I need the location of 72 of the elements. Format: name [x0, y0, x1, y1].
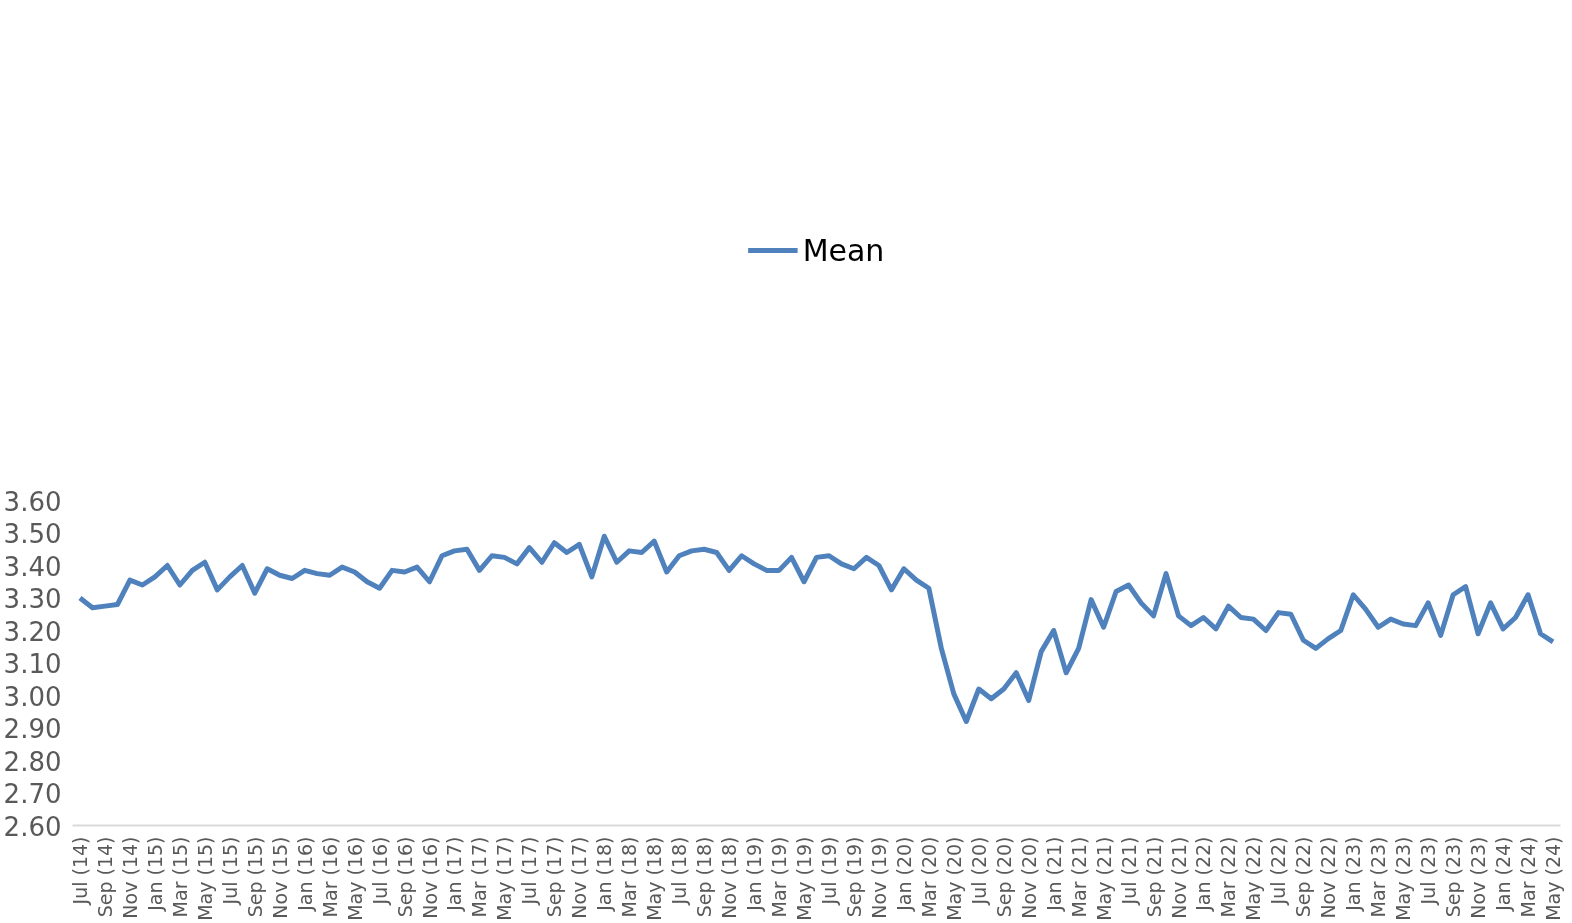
x-tick-label: Mar (19)	[768, 836, 791, 918]
y-tick-label: 2.60	[3, 811, 62, 842]
x-tick-label: Jul (21)	[1117, 836, 1140, 906]
legend-label: Mean	[802, 232, 885, 268]
x-tick-label: Jan (21)	[1042, 836, 1065, 912]
x-tick-label: Sep (16)	[393, 836, 416, 918]
x-tick-label: Jul (22)	[1267, 836, 1290, 906]
x-tick-label: Sep (14)	[93, 836, 116, 918]
x-tick-label: Jul (23)	[1417, 836, 1440, 906]
x-tick-label: Mar (16)	[318, 836, 341, 918]
x-tick-label: Jul (18)	[668, 836, 691, 906]
x-tick-label: Nov (20)	[1017, 836, 1040, 919]
x-tick-label: May (20)	[942, 836, 965, 921]
y-tick-label: 3.00	[3, 681, 62, 712]
x-tick-label: Jul (17)	[518, 836, 541, 906]
x-tick-label: Jul (19)	[817, 836, 840, 906]
x-tick-label: May (16)	[343, 836, 366, 921]
x-tick-label: Jul (14)	[68, 836, 91, 906]
x-tick-label: Jan (19)	[743, 836, 766, 912]
x-tick-label: Jan (22)	[1192, 836, 1215, 912]
x-tick-label: May (15)	[193, 836, 216, 921]
x-tick-label: Mar (21)	[1067, 836, 1090, 918]
x-tick-label: Mar (22)	[1217, 836, 1240, 918]
y-tick-label: 3.20	[3, 616, 62, 647]
x-tick-label: Sep (21)	[1142, 836, 1165, 918]
x-tick-label: Nov (17)	[568, 836, 591, 919]
y-tick-label: 3.60	[3, 486, 62, 517]
x-tick-label: Mar (17)	[468, 836, 491, 918]
x-tick-label: Nov (14)	[118, 836, 141, 919]
x-tick-label: Sep (17)	[543, 836, 566, 918]
y-tick-label: 3.50	[3, 519, 62, 549]
x-tick-label: Jan (16)	[293, 836, 316, 912]
x-tick-label: Jan (15)	[143, 836, 166, 912]
x-tick-label: May (21)	[1092, 836, 1115, 921]
x-tick-label: Nov (22)	[1317, 836, 1340, 919]
x-tick-label: Nov (18)	[718, 836, 741, 919]
x-tick-label: Sep (15)	[243, 836, 266, 918]
x-tick-label: Sep (22)	[1292, 836, 1315, 918]
x-tick-label: Jul (15)	[218, 836, 241, 906]
x-tick-label: May (22)	[1242, 836, 1265, 921]
x-tick-label: Jan (23)	[1342, 836, 1365, 912]
y-tick-label: 3.30	[3, 584, 62, 614]
x-tick-label: May (23)	[1392, 836, 1415, 921]
x-tick-label: May (24)	[1542, 836, 1565, 921]
x-tick-label: Jan (24)	[1492, 836, 1515, 912]
y-tick-label: 3.40	[3, 551, 62, 582]
x-tick-label: Jan (17)	[443, 836, 466, 912]
x-tick-label: Mar (15)	[168, 836, 191, 918]
x-tick-label: Mar (23)	[1367, 836, 1390, 918]
x-tick-label: Nov (21)	[1167, 836, 1190, 919]
x-tick-label: Mar (24)	[1517, 836, 1540, 918]
x-tick-label: Jan (20)	[892, 836, 915, 912]
x-tick-label: May (18)	[643, 836, 666, 921]
x-tick-label: May (19)	[793, 836, 816, 921]
x-tick-label: Mar (20)	[917, 836, 940, 918]
x-tick-label: Nov (16)	[418, 836, 441, 919]
x-tick-label: Nov (23)	[1467, 836, 1490, 919]
x-tick-label: Sep (23)	[1442, 836, 1465, 918]
x-tick-label: Nov (15)	[268, 836, 291, 919]
x-tick-label: Jul (20)	[967, 836, 990, 906]
x-tick-label: Mar (18)	[618, 836, 641, 918]
x-tick-label: May (17)	[493, 836, 516, 921]
y-tick-label: 3.10	[3, 649, 62, 679]
y-tick-label: 2.90	[3, 714, 62, 744]
x-tick-label: Sep (18)	[693, 836, 716, 918]
x-tick-label: Sep (20)	[992, 836, 1015, 918]
x-tick-label: Sep (19)	[842, 836, 865, 918]
x-tick-label: Jan (18)	[593, 836, 616, 912]
y-tick-label: 2.80	[3, 746, 62, 777]
x-tick-label: Nov (19)	[867, 836, 890, 919]
x-tick-label: Jul (16)	[368, 836, 391, 906]
y-tick-label: 2.70	[3, 779, 62, 809]
